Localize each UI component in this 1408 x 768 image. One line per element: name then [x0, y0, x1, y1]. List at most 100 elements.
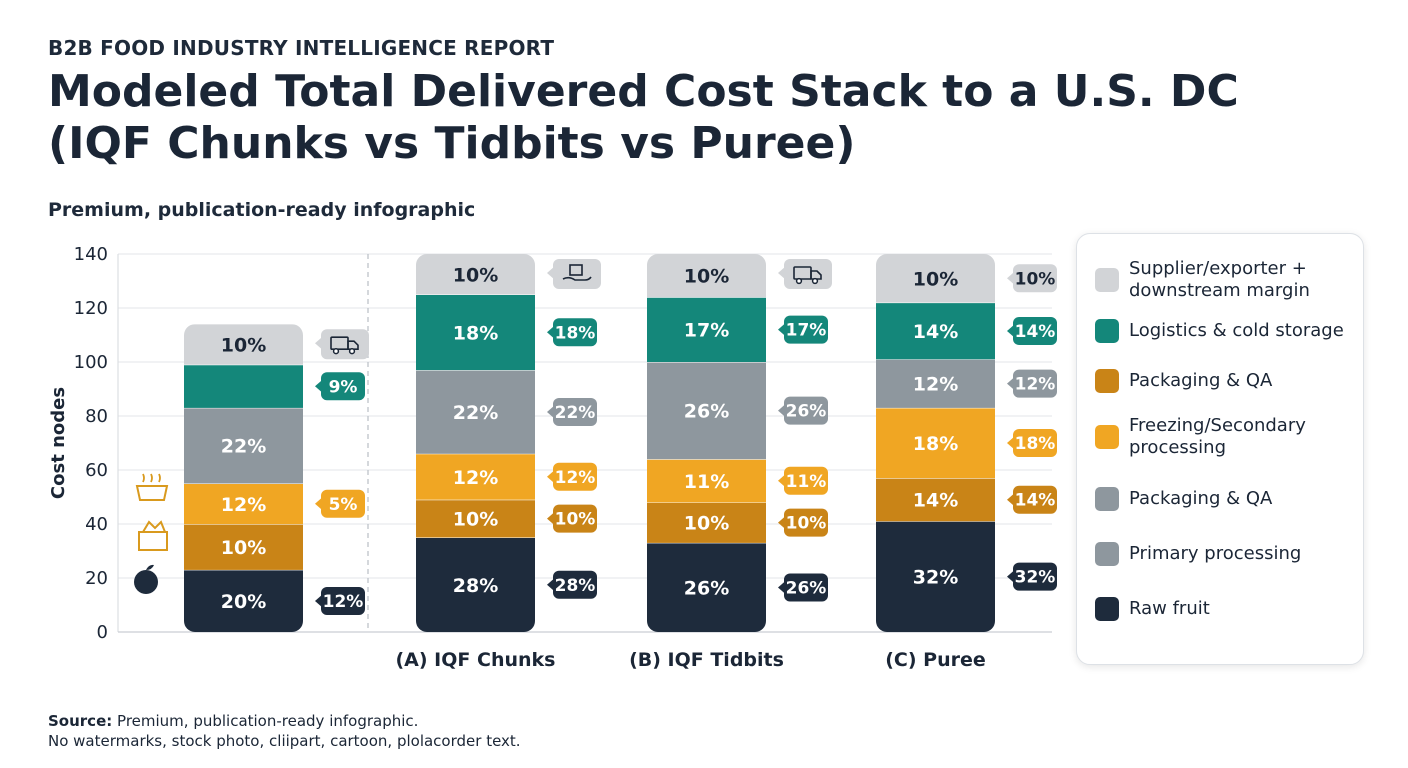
bar-segment-freezing [416, 453, 535, 500]
y-tick-label: 20 [85, 568, 108, 589]
legend-label: Packaging & QA [1129, 488, 1273, 509]
legend-swatch [1095, 542, 1119, 566]
y-tick-label: 0 [97, 622, 108, 643]
box-body [138, 531, 168, 551]
footer-note: No watermarks, stock photo, cliipart, ca… [48, 732, 521, 750]
legend-label: Packaging & QA [1129, 370, 1273, 391]
icon-badge [553, 259, 601, 289]
source-note: Source: Premium, publication-ready infog… [48, 711, 521, 751]
callout-badge [321, 489, 365, 518]
bar-segment-margin [647, 254, 766, 298]
package-box [569, 264, 583, 276]
bar-segment-logistics [184, 364, 303, 408]
callout-badge [553, 462, 597, 491]
source-text: Premium, publication-ready infographic. [117, 712, 419, 730]
chart-subtitle: Premium, publication-ready infographic [48, 199, 476, 221]
bar-segment-freezing [184, 483, 303, 524]
bar-segment-margin [416, 254, 535, 295]
callout-badge [553, 397, 597, 426]
y-axis-label: Cost nodes [48, 387, 69, 499]
bar-value-label: 20% [221, 591, 266, 613]
bar-segment-primary [647, 362, 766, 460]
callout-label: 12% [323, 592, 364, 612]
callout-badge [1013, 264, 1057, 293]
bar-column-0 [184, 324, 303, 632]
legend-label: Supplier/exporter + downstream margin [1129, 258, 1310, 301]
bar-value-label: 28% [453, 575, 498, 597]
bar-column-2 [647, 254, 766, 632]
callout-badge [1013, 562, 1057, 591]
callout-badge [784, 508, 828, 537]
bar-segment-primary [416, 370, 535, 454]
hand-shape [562, 276, 592, 281]
bar-value-label: 14% [913, 321, 958, 343]
bar-segment-raw [647, 542, 766, 632]
bar-value-label: 22% [453, 402, 498, 424]
bar-value-label: 10% [453, 264, 498, 286]
bar-value-label: 32% [913, 567, 958, 589]
bar-value-label: 14% [913, 490, 958, 512]
report-kicker: B2B FOOD INDUSTRY INTELLIGENCE REPORT [48, 36, 555, 60]
legend-swatch [1095, 369, 1119, 393]
callout-badge [1013, 429, 1057, 457]
callout-label: 17% [786, 321, 827, 341]
bar-segment-freezing [647, 459, 766, 503]
bar-value-label: 12% [913, 374, 958, 396]
bar-value-label: 10% [684, 513, 729, 535]
bar-column-1 [416, 254, 535, 632]
bar-value-label: 26% [684, 401, 729, 423]
legend-swatch [1095, 425, 1119, 449]
legend-item-logistics: Logistics & cold storage [1095, 319, 1361, 343]
callout-badge [1013, 316, 1057, 345]
icon-badge [784, 259, 832, 289]
bar-value-label: 18% [913, 433, 958, 455]
callout-badge [321, 372, 365, 401]
bar-segment-raw [416, 537, 535, 632]
callout-label: 26% [786, 402, 827, 422]
bar-value-label: 22% [221, 436, 266, 458]
legend-label: Logistics & cold storage [1129, 320, 1344, 341]
callout-label: 10% [555, 510, 596, 530]
legend-item-primary: Primary processing [1095, 542, 1361, 566]
callout-label: 12% [555, 468, 596, 488]
legend-label: Raw fruit [1129, 598, 1210, 619]
bar-segment-packaging_dark [184, 524, 303, 570]
bar-value-label: 10% [913, 268, 958, 290]
y-tick-label: 40 [85, 514, 108, 535]
bar-column-3 [876, 254, 995, 632]
food-tray-icon [135, 473, 169, 501]
legend-label: Freezing/Secondary processing [1129, 415, 1306, 458]
apple-body [134, 570, 158, 594]
bar-segment-logistics [416, 294, 535, 371]
callout-badge [784, 315, 828, 344]
callout-label: 22% [555, 403, 596, 423]
callout-label: 18% [555, 323, 596, 343]
y-tick-label: 100 [74, 352, 108, 373]
bar-value-label: 26% [684, 577, 729, 599]
callout-label: 5% [329, 495, 358, 515]
legend-item-packaging-grey: Packaging & QA [1095, 487, 1361, 511]
x-category-label: (C) Puree [885, 649, 986, 671]
callout-badge [553, 318, 597, 347]
callout-label: 12% [1015, 375, 1056, 395]
callout-badge [553, 570, 597, 599]
truck-cab [347, 340, 359, 350]
bar-segment-logistics [876, 302, 995, 360]
callout-label: 14% [1015, 322, 1056, 342]
tray-body [135, 485, 169, 501]
callout-label: 18% [1015, 434, 1056, 454]
callout-label: 10% [786, 514, 827, 534]
truck-cab [810, 270, 822, 280]
callout-label: 11% [786, 472, 827, 492]
callout-label: 14% [1015, 491, 1056, 511]
apple-icon [134, 564, 158, 594]
legend-item-freezing: Freezing/Secondary processing [1095, 415, 1361, 459]
callout-label: 26% [786, 578, 827, 598]
callout-badge [784, 396, 828, 425]
apple-leaf [146, 564, 154, 570]
bar-value-label: 10% [221, 537, 266, 559]
steam-lines [142, 473, 161, 483]
bar-segment-packaging_dark [876, 478, 995, 522]
chart-legend: Supplier/exporter + downstream margin Lo… [1076, 233, 1364, 665]
bar-value-label: 10% [684, 266, 729, 288]
